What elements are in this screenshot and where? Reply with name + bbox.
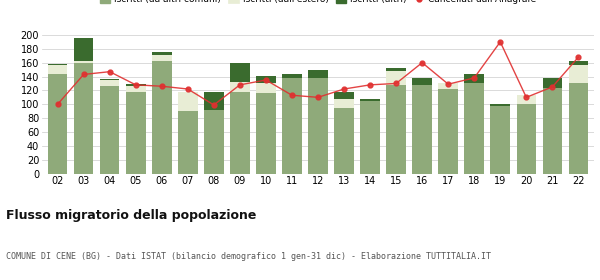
Bar — [334, 108, 354, 174]
Bar — [256, 76, 275, 83]
Bar — [152, 55, 172, 60]
Bar — [48, 74, 67, 174]
Bar — [361, 99, 380, 101]
Bar — [361, 101, 380, 174]
Bar — [204, 92, 224, 110]
Bar — [178, 92, 197, 111]
Bar — [282, 74, 302, 78]
Bar — [412, 78, 432, 85]
Bar — [491, 104, 510, 106]
Bar — [126, 84, 146, 86]
Bar — [230, 92, 250, 174]
Bar — [386, 71, 406, 85]
Bar — [439, 89, 458, 174]
Bar — [412, 85, 432, 174]
Bar — [126, 92, 146, 174]
Bar — [464, 83, 484, 174]
Bar — [569, 65, 588, 83]
Bar — [152, 52, 172, 55]
Bar — [100, 86, 119, 174]
Bar — [308, 78, 328, 174]
Legend: Iscritti (da altri comuni), Iscritti (dall'estero), Iscritti (altri), Cancellati: Iscritti (da altri comuni), Iscritti (da… — [96, 0, 540, 8]
Bar — [386, 68, 406, 71]
Bar — [464, 74, 484, 83]
Bar — [152, 60, 172, 174]
Bar — [256, 83, 275, 93]
Bar — [308, 70, 328, 78]
Bar — [100, 79, 119, 80]
Bar — [178, 111, 197, 174]
Bar — [100, 80, 119, 86]
Bar — [386, 85, 406, 174]
Bar — [569, 61, 588, 65]
Bar — [48, 64, 67, 66]
Bar — [48, 66, 67, 74]
Bar — [256, 93, 275, 174]
Bar — [439, 83, 458, 89]
Text: Flusso migratorio della popolazione: Flusso migratorio della popolazione — [6, 209, 256, 221]
Bar — [204, 110, 224, 174]
Bar — [74, 60, 94, 63]
Bar — [230, 63, 250, 82]
Bar — [74, 38, 94, 60]
Bar — [542, 78, 562, 88]
Bar — [517, 104, 536, 174]
Bar — [517, 95, 536, 104]
Bar — [230, 82, 250, 92]
Bar — [282, 78, 302, 174]
Bar — [491, 106, 510, 174]
Bar — [74, 63, 94, 174]
Bar — [126, 86, 146, 92]
Bar — [569, 83, 588, 174]
Bar — [542, 88, 562, 174]
Bar — [334, 92, 354, 99]
Text: COMUNE DI CENE (BG) - Dati ISTAT (bilancio demografico 1 gen-31 dic) - Elaborazi: COMUNE DI CENE (BG) - Dati ISTAT (bilanc… — [6, 252, 491, 261]
Bar — [334, 99, 354, 108]
